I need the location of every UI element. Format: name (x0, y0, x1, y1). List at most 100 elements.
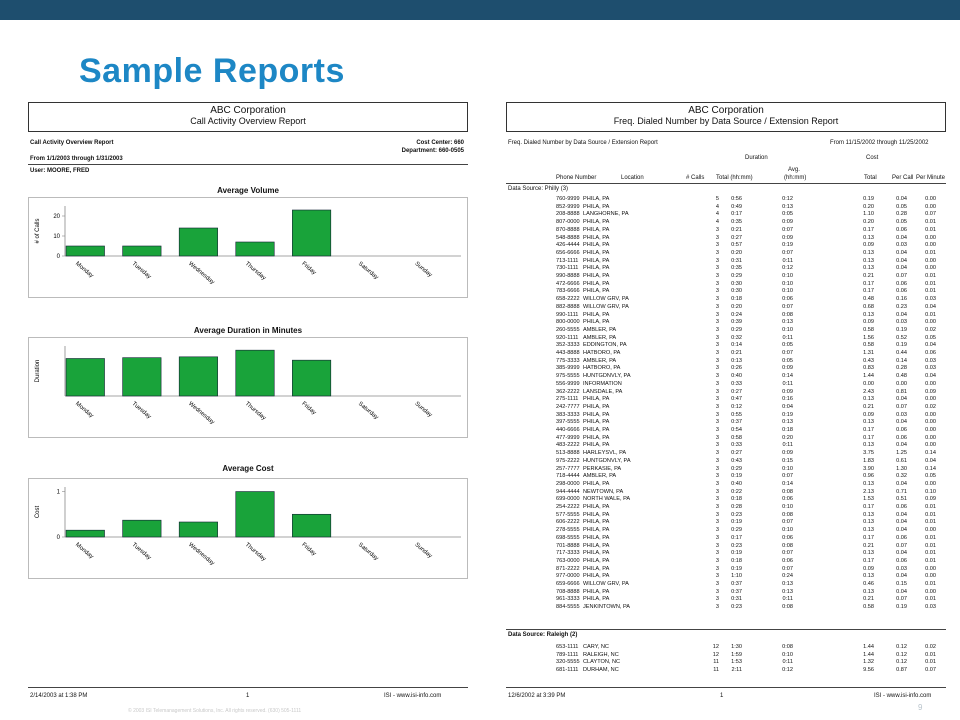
table-cell: 0:23 (731, 542, 742, 549)
table-cell: 0.00 (925, 380, 936, 387)
table-cell: 870-8888 (556, 226, 580, 233)
y-tick-label: 20 (53, 214, 60, 220)
table-cell: 11 (713, 659, 719, 666)
table-cell: 0.01 (925, 226, 936, 233)
table-cell: 3 (715, 581, 719, 587)
table-cell: 0.68 (863, 303, 874, 310)
chart-duration: Duration Monday Tuesday Wednesday Thursday Fr… (35, 346, 461, 426)
table-cell: 3 (715, 319, 719, 326)
left-footer-site: ISI - www.isi-info.com (384, 693, 442, 699)
table-cell: 0.13 (863, 419, 874, 426)
table-cell: 0:10 (782, 273, 793, 279)
table-cell: 1.44 (863, 373, 874, 380)
table-row: 320-5555 CLAYTON, NC 11 1:53 0:11 1.32 0.12 0.0… (506, 659, 946, 667)
table-cell: 0.00 (863, 380, 874, 387)
table-cell: CLAYTON, NC (583, 659, 621, 666)
table-cell: 0:07 (782, 226, 793, 233)
table-cell: HATBORO, PA (583, 365, 621, 372)
table-cell: 718-4444 (556, 473, 580, 480)
table-cell: 653-1111 (556, 644, 579, 650)
table-cell: 3 (715, 365, 719, 372)
table-cell: HARLEYSVL, PA (583, 450, 627, 457)
col-avg-sub: (hh:mm) (784, 175, 807, 181)
table-cell: PHILA, PA (583, 565, 610, 572)
table-cell: 0:13 (782, 203, 793, 210)
table-cell: AMBLER, PA (583, 357, 617, 364)
right-report-title: Freq. Dialed Number by Data Source / Ext… (613, 116, 839, 126)
table-cell: 0:07 (782, 249, 793, 256)
table-cell: 3 (715, 396, 719, 403)
table-cell: PHILA, PA (583, 511, 610, 518)
table-cell: 0:27 (731, 450, 742, 457)
table-cell: 0.12 (896, 651, 907, 658)
table-cell: 0:09 (782, 450, 793, 457)
table-cell: 0.00 (925, 396, 936, 403)
table-cell: 3 (715, 588, 719, 595)
table-cell: 0:57 (731, 242, 742, 249)
table-cell: 3 (715, 450, 719, 457)
bar (178, 227, 218, 257)
table-cell: 0.01 (925, 288, 936, 295)
table-cell: 0:08 (782, 604, 793, 611)
y-axis-label: # of Calls (35, 218, 41, 243)
table-row: 975-2222 HUNTGDNVLY, PA 3 0:43 0:15 1.83 0.61 0… (506, 458, 946, 466)
table-cell: 0.28 (896, 365, 907, 372)
table-cell: 0.96 (863, 473, 874, 480)
table-cell: 0.01 (925, 249, 936, 256)
table-cell: 1.44 (863, 651, 874, 658)
table-cell: WILLOW GRV, PA (583, 303, 629, 310)
table-row: 870-8888 PHILA, PA 3 0:21 0:07 0.17 0.06 0.01 (506, 227, 946, 235)
table-cell: 4 (715, 203, 719, 210)
table-cell: PHILA, PA (583, 573, 610, 580)
slide-title: Sample Reports (79, 52, 345, 90)
table-cell: PHILA, PA (583, 550, 610, 557)
right-header-rule (506, 183, 946, 184)
table-cell: HUNTGDNVLY, PA (583, 373, 631, 380)
table-cell: 0:37 (731, 419, 742, 426)
table-cell: 0.13 (863, 550, 874, 557)
table-cell: 0.06 (896, 427, 907, 433)
bar (292, 359, 332, 397)
table-cell: 0.03 (925, 296, 936, 303)
table-cell: 920-1111 (556, 334, 579, 341)
table-cell: 3 (715, 442, 719, 449)
table-cell: 0.00 (925, 257, 936, 264)
bar (235, 349, 275, 397)
table-cell: 0:08 (782, 511, 793, 518)
table-cell: 0:11 (782, 596, 793, 603)
table-cell: 1:59 (731, 651, 742, 658)
table-cell: 0.02 (925, 644, 936, 650)
x-tick-label: Monday (74, 542, 94, 560)
table-cell: 0:05 (782, 357, 793, 364)
table-cell: LANGHORNE, PA (583, 211, 629, 218)
table-cell: 0.00 (925, 196, 936, 202)
x-tick-label: Friday (300, 542, 317, 557)
table-row: 783-6666 PHILA, PA 3 0:30 0:10 0.17 0.06 0.01 (506, 288, 946, 296)
table-row: 653-1111 CARY, NC 12 1:30 0:08 1.44 0.12 0.02 (506, 644, 946, 652)
table-cell: 0.09 (863, 242, 874, 249)
table-cell: 577-5555 (556, 511, 580, 518)
table-cell: 0.13 (863, 573, 874, 580)
table-cell: 0.00 (925, 434, 936, 441)
table-cell: PHILA, PA (583, 396, 610, 403)
table-cell: 0:10 (782, 326, 793, 333)
table-cell: 4 (715, 219, 719, 226)
table-cell: 0.09 (925, 388, 936, 395)
table-cell: PHILA, PA (583, 519, 610, 526)
table-cell: 2:11 (731, 667, 742, 674)
table-row: 440-6666 PHILA, PA 3 0:54 0:18 0.17 0.06 0.00 (506, 427, 946, 435)
table-cell: 0.52 (896, 334, 907, 341)
col-avg-label: Avg. (788, 167, 800, 173)
table-cell: 3 (715, 550, 719, 557)
table-row: 871-2222 PHILA, PA 3 0:19 0:07 0.09 0.03 0.00 (506, 566, 946, 574)
table-cell: 0:13 (782, 419, 793, 426)
table-cell: 0:07 (782, 473, 793, 480)
table-row: 701-8888 PHILA, PA 3 0:23 0:08 0.21 0.07 0.01 (506, 543, 946, 551)
table-cell: 0.07 (896, 403, 907, 410)
table-cell: 0:10 (782, 527, 793, 534)
table-row: 944-4444 NEWTOWN, PA 3 0:22 0:08 2.13 0.71 0.10 (506, 489, 946, 497)
table-cell: 0:08 (782, 644, 793, 650)
table-cell: 3 (715, 596, 719, 603)
table-cell: PHILA, PA (583, 596, 610, 603)
y-tick-label: 10 (53, 234, 60, 240)
